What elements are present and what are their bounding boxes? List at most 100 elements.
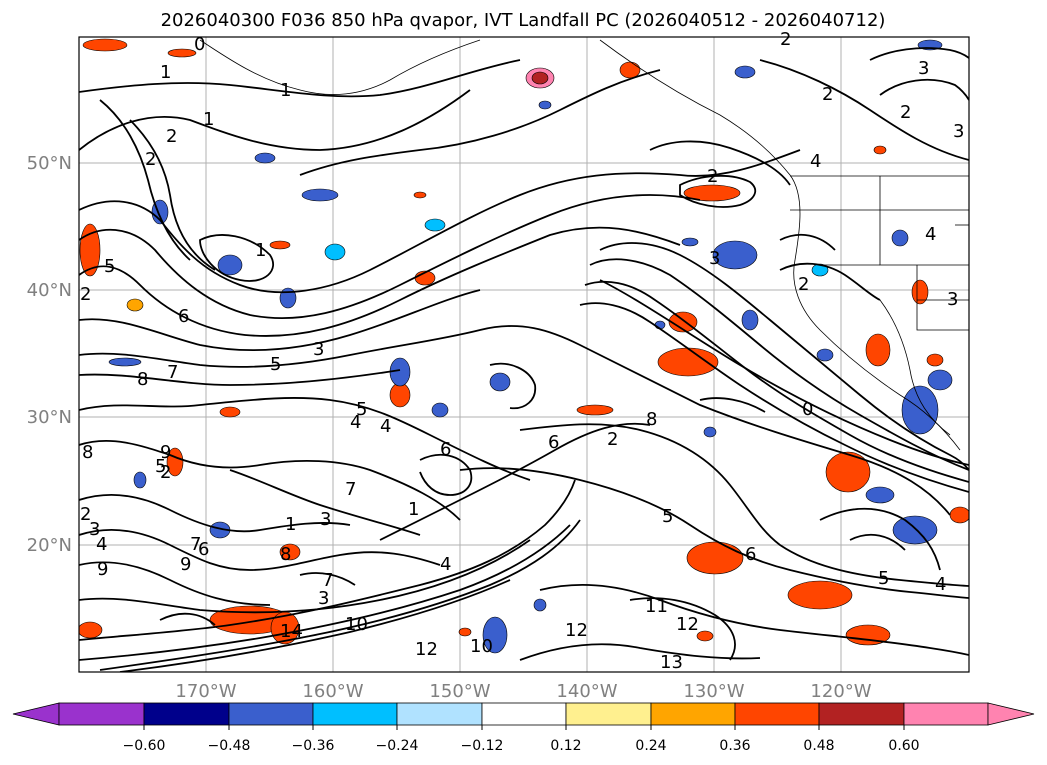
contour-label: 1 [285,514,296,535]
contour-label: 10 [470,636,493,657]
contour-label: 2 [166,126,177,147]
colorbar-tick-label: 0.60 [888,738,919,754]
colorbar-segment [734,702,820,726]
contour-label: 12 [415,639,438,660]
contour-label: 3 [918,58,929,79]
lat-label: 40°N [27,280,72,301]
contour-label: 5 [270,354,281,375]
contour-label: 2 [798,274,809,295]
ivt-line-contours [79,47,969,672]
colorbar-ticks [143,725,905,730]
contour-label: 4 [350,412,361,433]
colorbar-tick-label: 0.36 [719,738,750,754]
contour-label: 2 [160,462,171,483]
colorbar-tick-label: 0.24 [635,738,666,754]
colorbar-extend-high [987,702,1035,726]
contour-label: 1 [160,62,171,83]
colorbar-tick-label: 0.12 [550,738,581,754]
contour-label: 2 [707,166,718,187]
contour-label: 3 [709,248,720,269]
colorbar-labels: −0.60 −0.48 −0.36 −0.24 −0.12 0.12 0.24 … [123,738,920,754]
colorbar-segment [818,702,905,726]
contour-label: 2 [80,284,91,305]
colorbar-extend-low [12,702,60,726]
contour-label: 2 [822,84,833,105]
lon-label: 150°W [429,681,490,702]
contour-label: 8 [82,442,93,463]
lon-label: 160°W [302,681,363,702]
lon-label: 140°W [556,681,617,702]
contour-label: 1 [408,499,419,520]
colorbar-tick-label: −0.36 [292,738,335,754]
lat-label: 30°N [27,407,72,428]
lon-label: 170°W [175,681,236,702]
ivt-contour-labels: 0 1 1 1 2 2 1 2 2 2 3 2 3 2 4 3 3 2 5 4 … [80,29,964,673]
contour-label: 1 [255,240,266,261]
colorbar-tick-label: −0.12 [461,738,504,754]
colorbar-tick-label: 0.48 [803,738,834,754]
colorbar-segment [58,702,145,726]
contour-label: 11 [645,596,668,617]
contour-label: 12 [676,614,699,635]
colorbar [12,702,1035,726]
contour-label: 3 [320,509,331,530]
colorbar-tick-label: −0.48 [208,738,251,754]
contour-label: 14 [280,621,303,642]
lon-label: 130°W [683,681,744,702]
contour-label: 3 [318,588,329,609]
contour-label: 5 [662,506,673,527]
contour-label: 3 [313,339,324,360]
lon-label: 120°W [810,681,871,702]
colorbar-segment [650,702,736,726]
colorbar-segment [903,702,989,726]
contour-label: 4 [810,151,821,172]
contour-label: 2 [80,504,91,525]
contour-label: 0 [194,34,205,55]
lat-label: 20°N [27,535,72,556]
contour-label: 1 [203,109,214,130]
longitude-labels: 170°W 160°W 150°W 140°W 130°W 120°W [175,681,871,702]
contour-label: 6 [440,439,451,460]
contour-label: 4 [440,554,451,575]
contour-label: 2 [900,102,911,123]
contour-label: 5 [155,456,166,477]
contour-label: 3 [89,519,100,540]
contour-label: 5 [356,399,367,420]
coastlines [199,39,969,451]
map-frame [78,36,970,673]
contour-label: 7 [345,479,356,500]
contour-label: 6 [745,544,756,565]
contour-label: 6 [548,432,559,453]
colorbar-segment [143,702,230,726]
colorbar-segment [228,702,314,726]
contour-label: 7 [190,534,201,555]
contour-label: 8 [646,409,657,430]
contour-label: 6 [178,306,189,327]
contour-label: 7 [322,570,333,591]
colorbar-segment [396,702,483,726]
map-background [79,37,969,672]
contour-label: 5 [104,256,115,277]
contour-label: 4 [96,534,107,555]
contour-label: 10 [345,614,368,635]
contour-label: 9 [97,559,108,580]
contour-label: 9 [160,442,171,463]
map-panel: 0 1 1 1 2 2 1 2 2 2 3 2 3 2 4 3 3 2 5 4 … [78,29,970,673]
contour-label: 4 [380,416,391,437]
contour-label: 7 [167,362,178,383]
contour-label: 4 [935,574,946,595]
contour-label: 8 [137,369,148,390]
figure-title: 2026040300 F036 850 hPa qvapor, IVT Land… [161,10,886,31]
contour-label: 2 [145,149,156,170]
latitude-labels: 50°N 40°N 30°N 20°N [27,153,72,556]
colorbar-segment [312,702,398,726]
contour-label: 13 [660,652,683,673]
contour-label: 9 [180,554,191,575]
lat-label: 50°N [27,153,72,174]
contour-label: 2 [780,29,791,50]
contour-label: 12 [565,620,588,641]
contour-label: 0 [802,399,813,420]
contour-label: 2 [607,429,618,450]
contour-label: 8 [280,544,291,565]
